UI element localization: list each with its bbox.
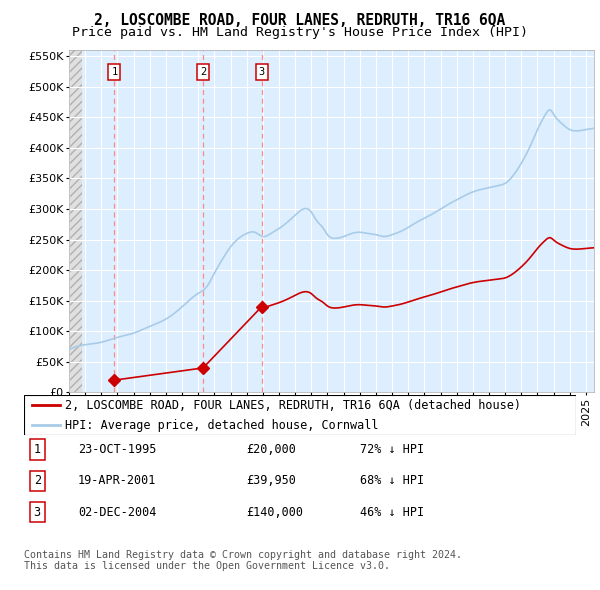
Text: 2: 2 xyxy=(200,67,206,77)
Text: 2, LOSCOMBE ROAD, FOUR LANES, REDRUTH, TR16 6QA: 2, LOSCOMBE ROAD, FOUR LANES, REDRUTH, T… xyxy=(94,13,506,28)
Text: 46% ↓ HPI: 46% ↓ HPI xyxy=(360,506,424,519)
Text: £39,950: £39,950 xyxy=(246,474,296,487)
Text: 3: 3 xyxy=(34,506,41,519)
Text: HPI: Average price, detached house, Cornwall: HPI: Average price, detached house, Corn… xyxy=(65,419,379,432)
Text: £140,000: £140,000 xyxy=(246,506,303,519)
Text: 72% ↓ HPI: 72% ↓ HPI xyxy=(360,443,424,456)
Text: 2: 2 xyxy=(34,474,41,487)
Text: Price paid vs. HM Land Registry's House Price Index (HPI): Price paid vs. HM Land Registry's House … xyxy=(72,26,528,39)
Text: 19-APR-2001: 19-APR-2001 xyxy=(78,474,157,487)
Text: 23-OCT-1995: 23-OCT-1995 xyxy=(78,443,157,456)
Text: 1: 1 xyxy=(34,443,41,456)
Text: 2, LOSCOMBE ROAD, FOUR LANES, REDRUTH, TR16 6QA (detached house): 2, LOSCOMBE ROAD, FOUR LANES, REDRUTH, T… xyxy=(65,399,521,412)
Text: £20,000: £20,000 xyxy=(246,443,296,456)
Text: 3: 3 xyxy=(259,67,265,77)
Text: 02-DEC-2004: 02-DEC-2004 xyxy=(78,506,157,519)
Text: 68% ↓ HPI: 68% ↓ HPI xyxy=(360,474,424,487)
FancyBboxPatch shape xyxy=(24,395,576,435)
Polygon shape xyxy=(69,50,82,392)
Text: 1: 1 xyxy=(111,67,118,77)
Text: Contains HM Land Registry data © Crown copyright and database right 2024.
This d: Contains HM Land Registry data © Crown c… xyxy=(24,550,462,572)
